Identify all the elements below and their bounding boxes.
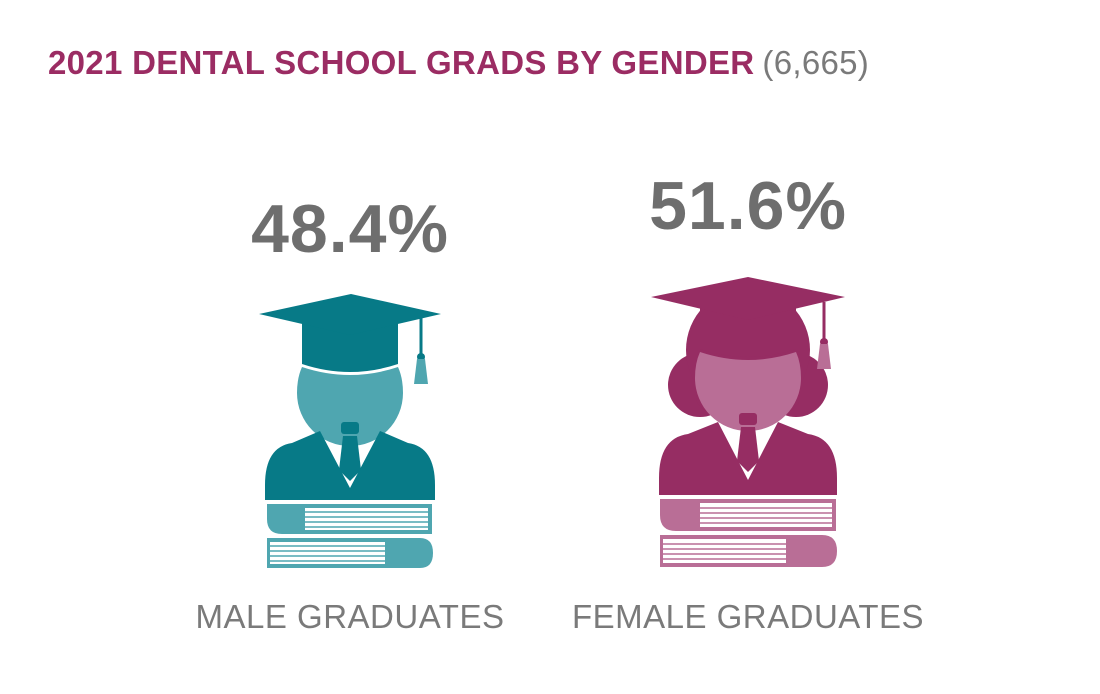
female-percentage: 51.6% <box>649 168 847 244</box>
female-cap-band <box>700 307 796 357</box>
female-book-bottom-lines <box>663 543 786 560</box>
male-tie-knot <box>341 422 359 434</box>
female-graduates-label: FEMALE GRADUATES <box>571 598 925 635</box>
male-book-bottom-pages <box>270 542 385 564</box>
female-tassel <box>817 344 831 369</box>
chart-title-text: 2021 DENTAL SCHOOL GRADS BY GENDER <box>48 44 755 81</box>
female-book-top-lines <box>700 507 832 524</box>
male-book-bottom-lines <box>270 545 385 562</box>
male-tassel <box>414 359 428 384</box>
male-cap-band <box>302 322 398 372</box>
male-head <box>297 367 403 446</box>
female-head <box>695 352 801 431</box>
male-graduates-label: MALE GRADUATES <box>195 598 505 635</box>
female-tie-knot <box>739 413 757 425</box>
female-graduate-icon <box>651 277 845 567</box>
total-count: (6,665) <box>762 44 870 81</box>
male-percentage: 48.4% <box>251 191 449 267</box>
chart-title: 2021 DENTAL SCHOOL GRADS BY GENDER (6,665… <box>48 44 869 82</box>
female-mortarboard <box>651 277 845 320</box>
male-graduate-icon <box>259 294 441 568</box>
female-tie <box>737 427 759 472</box>
female-body <box>659 422 837 495</box>
male-book-top-lines <box>305 511 428 528</box>
male-tie <box>339 436 361 481</box>
male-book-top-pages <box>305 508 428 530</box>
male-body <box>265 431 435 500</box>
male-mortarboard <box>259 294 441 335</box>
